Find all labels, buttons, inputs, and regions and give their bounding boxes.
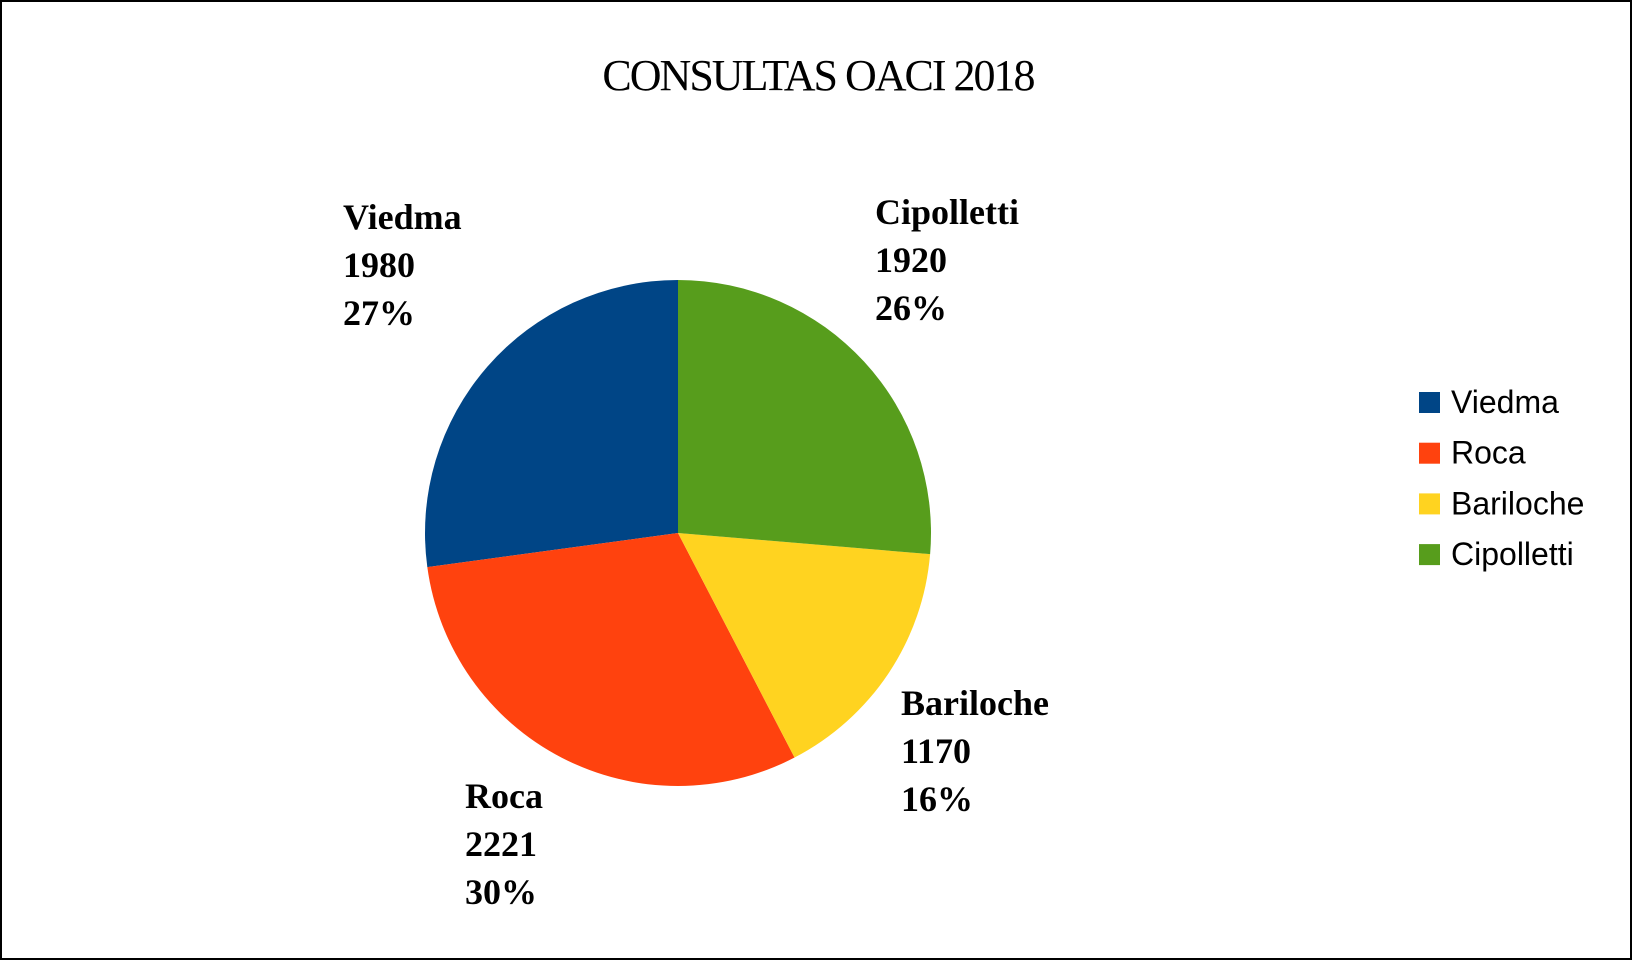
data-label: Viedma	[343, 197, 462, 237]
data-label: 1170	[901, 731, 971, 771]
pie-slice	[678, 533, 931, 758]
data-label: 1920	[875, 240, 947, 280]
data-label: 1980	[343, 245, 415, 285]
data-label: Roca	[465, 776, 543, 816]
pie-slice	[427, 533, 795, 787]
legend-swatch	[1419, 493, 1440, 515]
legend-swatch	[1419, 392, 1440, 413]
chart-title: CONSULTAS OACI 2018	[602, 51, 1034, 100]
data-label: Cipolletti	[875, 192, 1019, 232]
legend-swatch	[1419, 544, 1440, 566]
data-label: Bariloche	[901, 683, 1049, 723]
data-label: 27%	[343, 293, 415, 333]
data-label: 16%	[901, 779, 973, 819]
legend-label: Cipolletti	[1451, 536, 1574, 572]
legend-label: Bariloche	[1451, 485, 1584, 521]
legend-swatch	[1419, 442, 1440, 464]
pie-slice	[425, 280, 678, 568]
legend-label: Viedma	[1451, 384, 1559, 420]
legend-label: Roca	[1451, 435, 1526, 471]
data-label: 30%	[465, 872, 537, 912]
data-label: 2221	[465, 824, 537, 864]
pie-slice	[678, 280, 931, 555]
data-label: 26%	[875, 288, 947, 328]
